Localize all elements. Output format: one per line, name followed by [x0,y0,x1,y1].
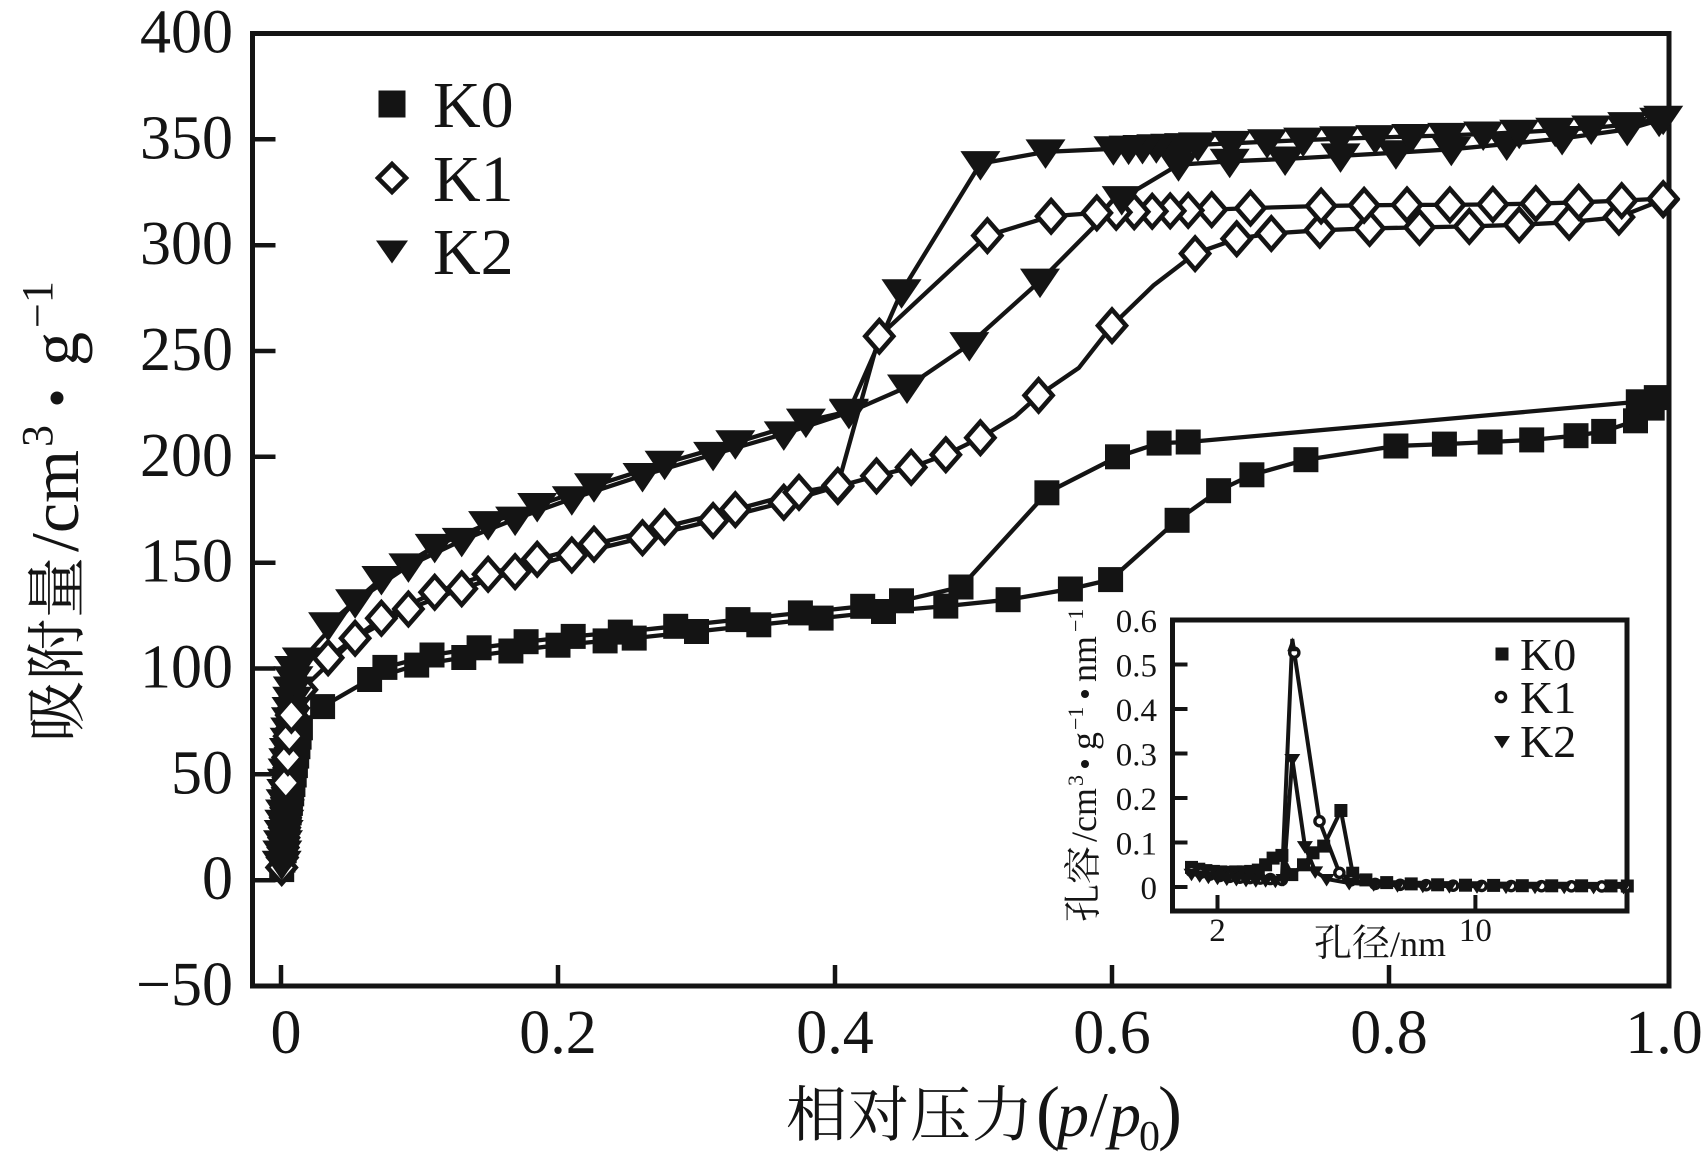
svg-text:0.2: 0.2 [1116,782,1157,818]
svg-text:0.4: 0.4 [1116,693,1157,729]
svg-text:K2: K2 [1520,716,1576,767]
svg-text:50: 50 [171,739,233,807]
svg-text:400: 400 [140,0,233,67]
svg-text:250: 250 [140,316,233,384]
svg-text:/nm: /nm [1390,924,1446,964]
svg-text:2: 2 [1209,913,1226,949]
svg-text:): ) [1158,1072,1182,1152]
svg-text:0.6: 0.6 [1116,604,1157,640]
svg-text:−1: −1 [13,281,62,328]
svg-text:K1: K1 [1520,672,1576,723]
svg-text:0: 0 [202,845,233,913]
svg-text:0.5: 0.5 [1116,649,1157,685]
svg-text:K0: K0 [1520,629,1576,680]
svg-text:−1: −1 [1063,707,1088,730]
svg-text:/cm: /cm [1064,788,1104,842]
svg-text:p: p [1105,1079,1141,1150]
svg-text:0: 0 [271,999,302,1067]
svg-text:200: 200 [140,422,233,490]
svg-text:K1: K1 [433,143,514,216]
svg-text:1.0: 1.0 [1625,999,1703,1067]
svg-text:−50: −50 [136,951,233,1019]
svg-text:/cm: /cm [17,450,93,552]
svg-text:p: p [1053,1079,1089,1150]
svg-text:0.6: 0.6 [1073,999,1151,1067]
svg-text:0.8: 0.8 [1350,999,1428,1067]
svg-text:0: 0 [1139,1114,1160,1160]
svg-text:350: 350 [140,104,233,172]
svg-text:3: 3 [13,425,62,447]
svg-text:100: 100 [140,634,233,702]
svg-text:3: 3 [1063,775,1088,786]
svg-text:150: 150 [140,528,233,596]
svg-text:g: g [17,332,93,366]
svg-text:(: ( [1036,1072,1060,1152]
svg-text:10: 10 [1459,913,1492,949]
svg-text:300: 300 [140,210,233,278]
svg-text:0.3: 0.3 [1116,738,1157,774]
svg-text:0: 0 [1141,871,1158,907]
svg-text:K0: K0 [433,69,514,142]
svg-text:−1: −1 [1063,609,1088,632]
svg-text:nm: nm [1064,636,1104,682]
svg-text:K2: K2 [433,216,514,289]
svg-text:0.2: 0.2 [519,999,597,1067]
svg-text:0.4: 0.4 [796,999,874,1067]
svg-text:/: / [1090,1079,1108,1150]
svg-text:0.1: 0.1 [1116,827,1157,863]
svg-text:g: g [1064,732,1104,750]
